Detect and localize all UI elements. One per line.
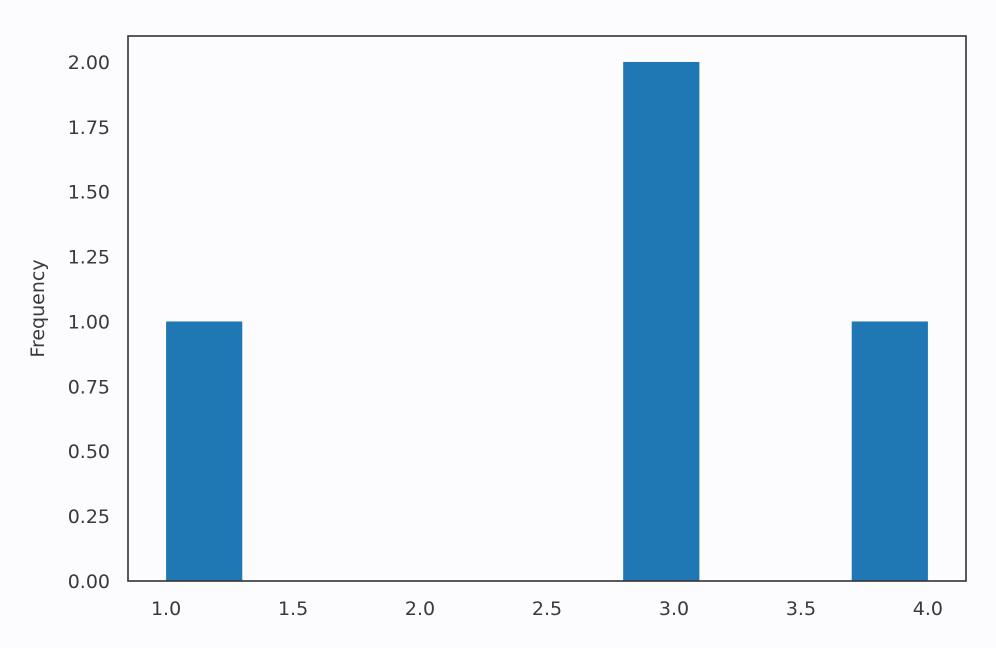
y-tick-label: 1.25 bbox=[68, 247, 110, 269]
y-axis: 0.00 0.25 0.50 0.75 1.00 1.25 1.50 1.75 2.00 bbox=[68, 52, 110, 593]
x-axis: 1.0 1.5 2.0 2.5 3.0 3.5 4.0 bbox=[151, 598, 943, 620]
y-tick-label: 0.75 bbox=[68, 376, 110, 398]
bars-layer bbox=[166, 61, 928, 581]
x-tick-label: 2.5 bbox=[532, 598, 562, 620]
plot-frame bbox=[127, 35, 967, 582]
histogram-bar-0 bbox=[166, 321, 243, 581]
y-tick-label: 0.00 bbox=[68, 571, 110, 593]
y-tick-label: 2.00 bbox=[68, 52, 110, 74]
histogram-bar-9 bbox=[851, 321, 928, 581]
histogram-bar-6 bbox=[623, 61, 700, 581]
x-tick-label: 4.0 bbox=[913, 598, 943, 620]
y-tick-label: 0.50 bbox=[68, 441, 110, 463]
y-axis-label: Frequency bbox=[27, 259, 49, 357]
x-tick-label: 3.5 bbox=[786, 598, 816, 620]
y-tick-label: 1.00 bbox=[68, 311, 110, 333]
y-tick-label: 1.50 bbox=[68, 182, 110, 204]
x-tick-label: 2.0 bbox=[405, 598, 435, 620]
y-tick-label: 0.25 bbox=[68, 506, 110, 528]
x-tick-label: 1.5 bbox=[278, 598, 308, 620]
x-tick-label: 1.0 bbox=[151, 598, 181, 620]
x-tick-label: 3.0 bbox=[659, 598, 689, 620]
y-tick-label: 1.75 bbox=[68, 117, 110, 139]
